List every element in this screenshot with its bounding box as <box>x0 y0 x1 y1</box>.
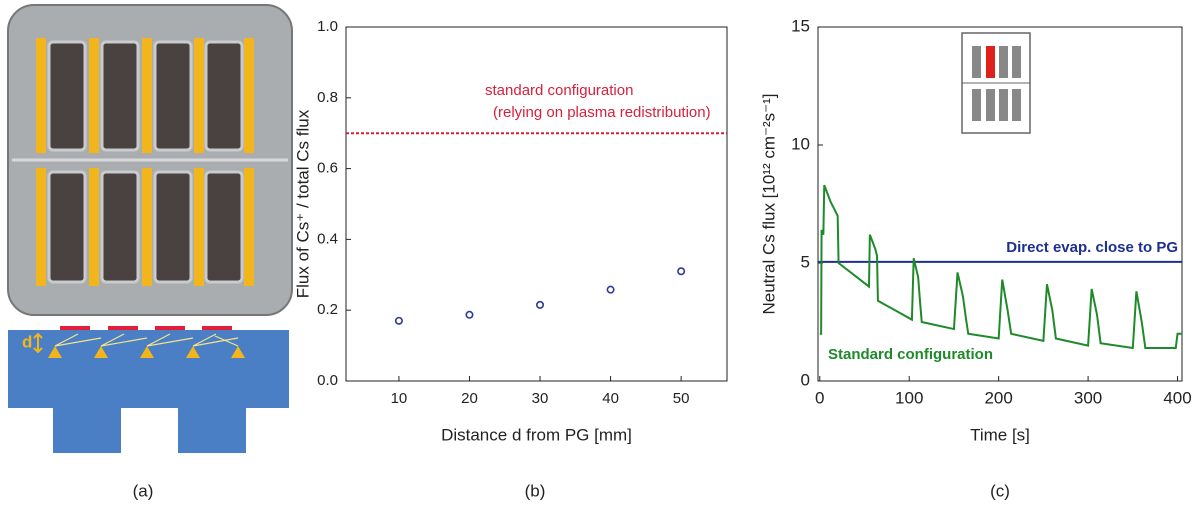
x-axis-title: Time [s] <box>970 425 1030 444</box>
diagram-label: d <box>22 332 32 351</box>
y-axis-title: Neutral Cs flux [10¹² cm⁻²s⁻¹] <box>759 93 778 314</box>
x-tick-label: 0 <box>815 388 824 407</box>
point <box>606 285 615 294</box>
point <box>536 300 545 309</box>
panel-label: (c) <box>990 481 1010 500</box>
photo <box>7 4 293 316</box>
x-tick-label: 400 <box>1163 388 1191 407</box>
y-tick-label: 0.8 <box>317 89 338 106</box>
x-tick-label: 200 <box>984 388 1012 407</box>
schematic: d <box>8 326 289 453</box>
x-tick-label: 30 <box>532 390 549 407</box>
point <box>394 316 403 325</box>
y-axis-title: Flux of Cs⁺ / total Cs flux <box>293 109 312 298</box>
reference-label: (relying on plasma redistribution) <box>493 104 711 121</box>
x-axis-title: Distance d from PG [mm] <box>441 425 632 444</box>
y-tick-label: 0.0 <box>317 372 338 389</box>
y-tick-label: 1.0 <box>317 18 338 35</box>
x-tick-label: 300 <box>1074 388 1102 407</box>
y-tick-label: 0.2 <box>317 301 338 318</box>
line <box>819 184 1182 350</box>
y-tick-label: 5 <box>801 252 810 271</box>
y-tick-label: 15 <box>791 16 810 35</box>
point <box>677 267 686 276</box>
reference-label: standard configuration <box>485 82 633 99</box>
reference-label: Direct evap. close to PG <box>1006 239 1178 256</box>
series-label: Standard configuration <box>828 346 993 363</box>
plot-frame <box>817 26 1183 382</box>
y-tick-label: 0 <box>801 370 810 389</box>
inset <box>961 32 1031 134</box>
y-tick-label: 10 <box>791 134 810 153</box>
plot-frame <box>345 26 728 382</box>
x-tick-label: 40 <box>602 390 619 407</box>
x-tick-label: 50 <box>673 390 690 407</box>
y-tick-label: 0.6 <box>317 160 338 177</box>
panel-label: (a) <box>133 481 154 500</box>
point <box>465 310 474 319</box>
panel-label: (b) <box>525 481 546 500</box>
x-tick-label: 100 <box>895 388 923 407</box>
y-tick-label: 0.4 <box>317 230 338 247</box>
x-tick-label: 10 <box>391 390 408 407</box>
x-tick-label: 20 <box>461 390 478 407</box>
